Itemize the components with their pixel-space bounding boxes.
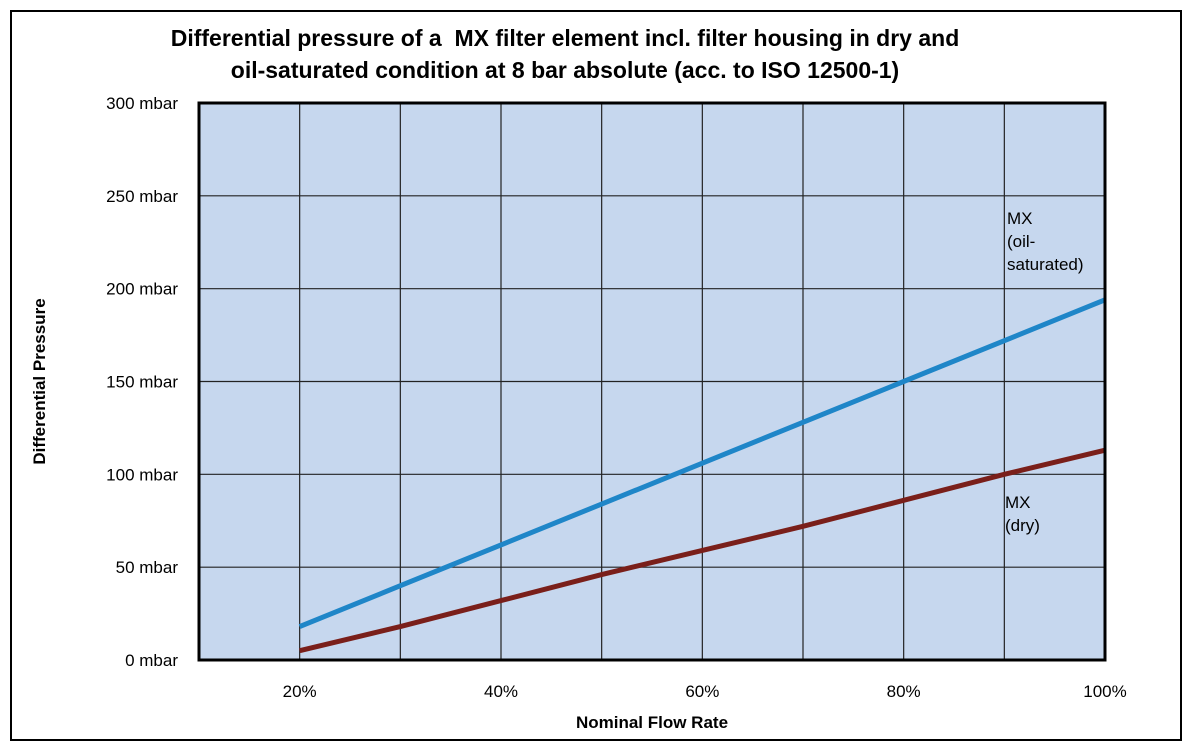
y-tick-label: 0 mbar [125, 651, 178, 670]
series-label-1-line: (dry) [1005, 516, 1040, 535]
series-label-1-line: MX [1005, 493, 1031, 512]
series-labels: MX (oil-saturated) MX (dry) [1005, 209, 1084, 535]
y-tick-label: 50 mbar [116, 558, 179, 577]
x-axis-label: Nominal Flow Rate [576, 713, 728, 732]
y-axis-label: Differential Pressure [30, 298, 49, 464]
y-tick-label: 300 mbar [106, 94, 178, 113]
series-lines [298, 297, 1106, 654]
chart-title-line-2: oil-saturated condition at 8 bar absolut… [230, 57, 900, 83]
series-label-0-line: MX [1007, 209, 1033, 228]
plot-border [197, 101, 1107, 662]
y-tick-label: 150 mbar [106, 373, 178, 392]
series-line-0 [298, 297, 1106, 629]
series-label-0-line: saturated) [1007, 255, 1084, 274]
y-tick-label: 200 mbar [106, 280, 178, 299]
chart-title-line-1: Differential pressure of a MX filter ele… [170, 25, 960, 51]
x-tick-label: 40% [484, 682, 518, 701]
y-tick-label: 100 mbar [106, 465, 178, 484]
grid [199, 103, 1105, 660]
x-tick-label: 20% [283, 682, 317, 701]
series-line-1 [299, 447, 1106, 654]
y-tick-label: 250 mbar [106, 187, 178, 206]
x-tick-label: 60% [685, 682, 719, 701]
y-axis-ticks: 0 mbar 50 mbar 100 mbar 150 mbar 200 mbar 250… [106, 94, 178, 670]
x-tick-label: 100% [1083, 682, 1126, 701]
chart-title: Differential pressure of a MX filter ele… [0, 22, 1130, 86]
x-tick-label: 80% [887, 682, 921, 701]
series-label-0-line: (oil- [1007, 232, 1035, 251]
x-axis-ticks: 20% 40% 60% 80% 100% [283, 682, 1127, 701]
